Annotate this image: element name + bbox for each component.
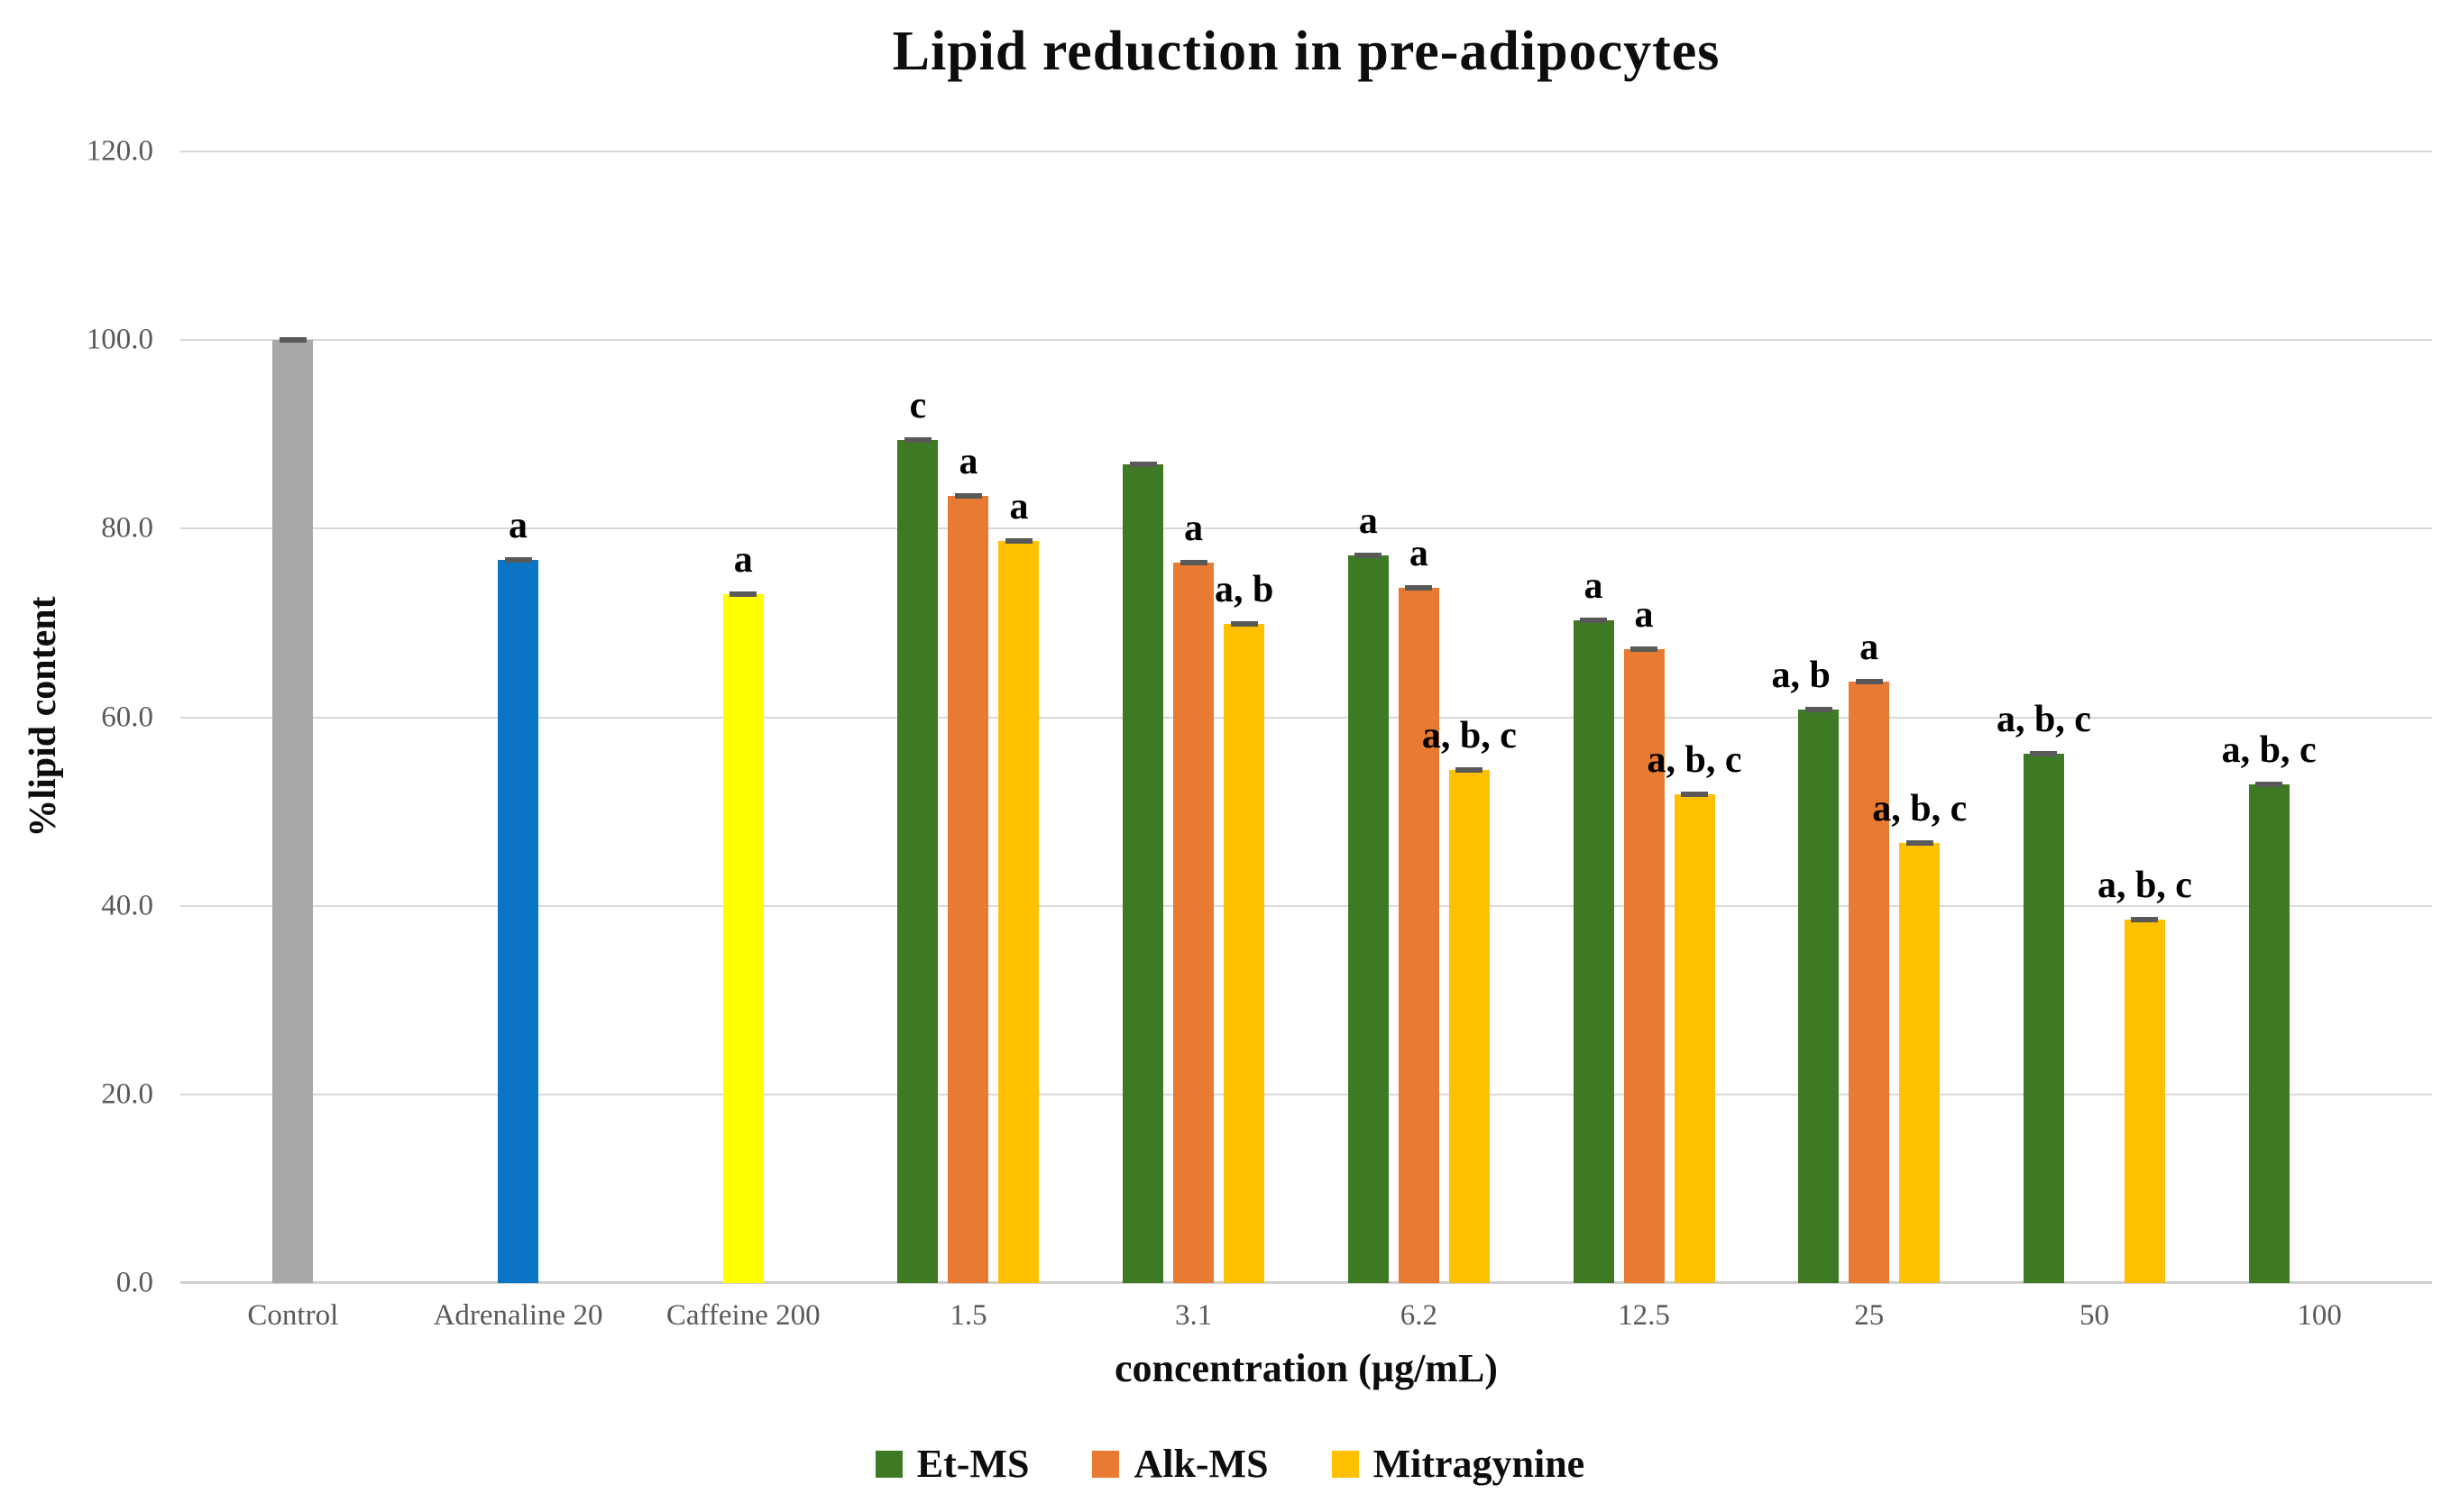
bar-et-ms-100 (2248, 783, 2290, 1283)
bar-et-ms-3-1 (1123, 464, 1164, 1283)
significance-label-mitragynine-3-1: a, b (1214, 568, 1274, 610)
bar-et-ms-25 (1798, 710, 1840, 1283)
significance-label-alk-ms-12-5: a (1634, 594, 1654, 637)
y-tick-label-20.0: 20.0 (101, 1077, 153, 1111)
bar-adrenaline-20-adrenaline-20 (498, 559, 539, 1283)
x-tick-label-control: Control (247, 1299, 339, 1332)
plot-area: 0.0 20.0 40.0 60.0 80.0 100.0 120.0 Control Adre… (87, 135, 2432, 1332)
bar-et-ms-12-5 (1573, 619, 1614, 1283)
significance-label-mitragynine-25: a, b, c (1872, 787, 1968, 829)
bar-et-ms-1-5 (897, 440, 939, 1283)
significance-label-et-ms-50: a, b, c (1996, 699, 2091, 741)
error-bar-cap-mitragynine-1-5 (1005, 537, 1033, 544)
bar-control-control (272, 340, 314, 1283)
y-tick-label-60.0: 60.0 (101, 701, 153, 733)
significance-label-et-ms-6-2: a (1358, 499, 1378, 542)
significance-label-et-ms-1-5: c (909, 385, 927, 427)
error-bar-cap-alk-ms-12-5 (1630, 646, 1658, 653)
legend-label-mitragynine: Mitragynine (1372, 1442, 1585, 1486)
bar-et-ms-50 (2023, 754, 2064, 1283)
significance-label-et-ms-12-5: a (1583, 564, 1603, 607)
bar-caffeine-200-caffeine-200 (722, 593, 764, 1283)
legend-item-alk-ms: Alk-MS (1092, 1441, 1269, 1487)
x-tick-label-adrenaline-20: Adrenaline 20 (433, 1299, 603, 1332)
gridline-80.0 (180, 527, 2432, 530)
bar-mitragynine-25 (1899, 842, 1941, 1283)
error-bar-cap-mitragynine-50 (2131, 917, 2159, 923)
y-tick-label-100.0: 100.0 (86, 323, 153, 356)
bar-mitragynine-3-1 (1224, 623, 1265, 1283)
significance-label-et-ms-100: a, b, c (2221, 729, 2317, 771)
bar-et-ms-6-2 (1347, 554, 1389, 1283)
error-bar-cap-caffeine-200-caffeine-200 (730, 591, 757, 597)
bar-alk-ms-1-5 (948, 495, 989, 1283)
error-bar-cap-et-ms-100 (2255, 781, 2283, 787)
significance-label-mitragynine-50: a, b, c (2097, 865, 2192, 907)
y-tick-label-0.0: 0.0 (115, 1266, 153, 1299)
x-tick-label-3-1: 3.1 (1175, 1299, 1213, 1332)
error-bar-cap-et-ms-50 (2030, 751, 2058, 757)
error-bar-cap-et-ms-6-2 (1354, 552, 1382, 558)
legend-label-alk-ms: Alk-MS (1134, 1442, 1269, 1486)
significance-label-alk-ms-25: a (1859, 626, 1879, 668)
gridline-120.0 (180, 151, 2432, 152)
legend-swatch-mitragynine (1331, 1450, 1359, 1478)
significance-label-alk-ms-6-2: a (1409, 533, 1428, 575)
bar-mitragynine-12-5 (1674, 794, 1715, 1283)
error-bar-cap-alk-ms-1-5 (954, 492, 982, 499)
bar-mitragynine-50 (2124, 920, 2165, 1283)
x-tick-label-6-2: 6.2 (1400, 1299, 1437, 1332)
error-bar-cap-mitragynine-6-2 (1455, 767, 1483, 774)
error-bar-cap-et-ms-12-5 (1580, 617, 1608, 623)
legend-item-et-ms: Et-MS (875, 1441, 1030, 1487)
significance-label-alk-ms-1-5: a (959, 440, 978, 482)
error-bar-cap-mitragynine-25 (1905, 839, 1933, 846)
legend-item-mitragynine: Mitragynine (1331, 1441, 1585, 1487)
legend: Et-MS Alk-MS Mitragynine (0, 1441, 2460, 1487)
error-bar-cap-et-ms-25 (1804, 707, 1832, 713)
gridline-100.0 (180, 339, 2432, 342)
significance-label-mitragynine-6-2: a, b, c (1421, 715, 1517, 757)
legend-swatch-et-ms (875, 1450, 903, 1478)
gridline-60.0 (180, 716, 2432, 719)
error-bar-cap-et-ms-1-5 (904, 437, 932, 444)
y-tick-label-80.0: 80.0 (101, 511, 153, 545)
gridline-40.0 (180, 904, 2432, 907)
bar-alk-ms-3-1 (1173, 562, 1215, 1283)
significance-label-caffeine-200-caffeine-200: a (733, 538, 753, 581)
error-bar-cap-control-control (279, 337, 307, 344)
significance-label-mitragynine-1-5: a (1009, 485, 1029, 527)
chart-title: Lipid reduction in pre-adipocytes (892, 21, 1721, 82)
error-bar-cap-mitragynine-12-5 (1681, 792, 1709, 798)
y-tick-label-40.0: 40.0 (101, 889, 153, 922)
legend-swatch-alk-ms (1092, 1450, 1120, 1478)
error-bar-cap-adrenaline-20-adrenaline-20 (504, 556, 532, 563)
x-tick-label-1-5: 1.5 (950, 1299, 987, 1332)
significance-label-alk-ms-3-1: a (1184, 507, 1204, 549)
gridline-20.0 (180, 1093, 2432, 1095)
x-tick-label-12-5: 12.5 (1618, 1299, 1670, 1332)
error-bar-cap-alk-ms-6-2 (1405, 585, 1433, 591)
error-bar-cap-mitragynine-3-1 (1230, 620, 1258, 627)
error-bar-cap-alk-ms-3-1 (1180, 559, 1207, 565)
bar-alk-ms-25 (1849, 681, 1890, 1283)
bar-mitragynine-1-5 (998, 540, 1040, 1283)
x-tick-label-caffeine-200: Caffeine 200 (665, 1299, 821, 1332)
bar-alk-ms-12-5 (1623, 649, 1665, 1283)
bar-mitragynine-6-2 (1448, 770, 1490, 1283)
x-tick-label-50: 50 (2079, 1299, 2109, 1332)
significance-label-adrenaline-20-adrenaline-20: a (509, 504, 528, 546)
significance-label-et-ms-25: a, b (1771, 655, 1831, 697)
x-axis-title: concentration (µg/mL) (1115, 1346, 1498, 1390)
error-bar-cap-alk-ms-25 (1855, 678, 1883, 684)
legend-label-et-ms: Et-MS (916, 1442, 1030, 1486)
x-tick-label-100: 100 (2297, 1299, 2342, 1332)
error-bar-cap-et-ms-3-1 (1129, 462, 1157, 468)
gridline-0.0 (180, 1281, 2432, 1284)
bar-alk-ms-6-2 (1398, 588, 1439, 1283)
x-tick-label-25: 25 (1854, 1299, 1885, 1332)
y-tick-label-120.0: 120.0 (86, 134, 153, 168)
significance-label-mitragynine-12-5: a, b, c (1647, 739, 1742, 782)
